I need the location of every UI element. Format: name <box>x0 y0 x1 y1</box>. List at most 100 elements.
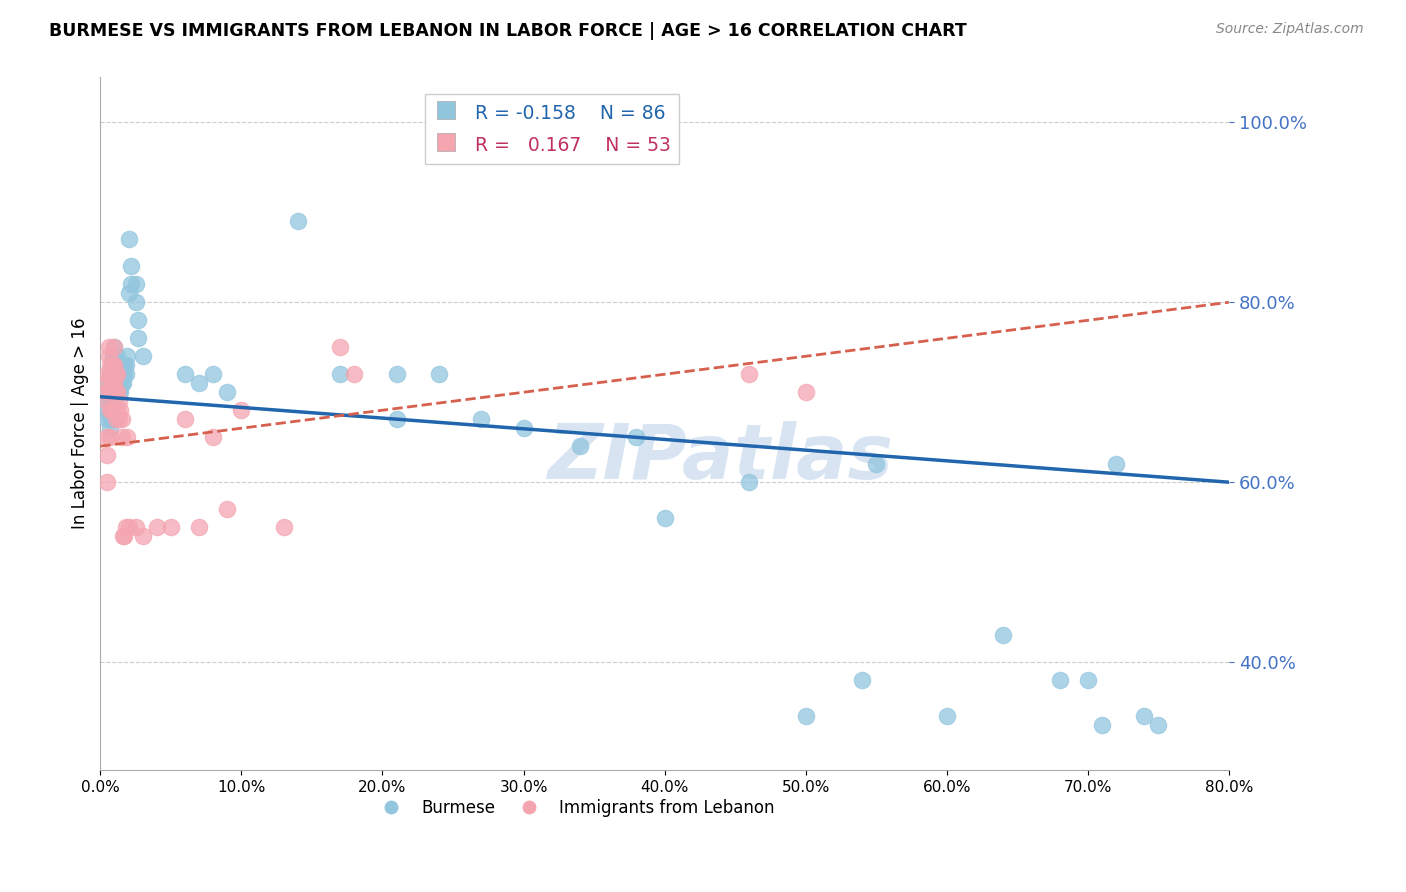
Point <box>108 385 131 400</box>
Point <box>427 368 450 382</box>
Point <box>329 368 352 382</box>
Point <box>103 358 125 372</box>
Point <box>124 520 146 534</box>
Point <box>100 412 122 426</box>
Point <box>96 376 118 391</box>
Point <box>217 385 239 400</box>
Point <box>96 412 118 426</box>
Point <box>100 385 122 400</box>
Point <box>96 448 118 462</box>
Point <box>202 368 225 382</box>
Point <box>1147 718 1170 732</box>
Point <box>98 368 121 382</box>
Point <box>96 394 118 409</box>
Text: BURMESE VS IMMIGRANTS FROM LEBANON IN LABOR FORCE | AGE > 16 CORRELATION CHART: BURMESE VS IMMIGRANTS FROM LEBANON IN LA… <box>49 22 967 40</box>
Point <box>97 340 120 354</box>
Point <box>120 260 142 274</box>
Point <box>107 412 129 426</box>
Point <box>174 412 197 426</box>
Point <box>111 376 134 391</box>
Y-axis label: In Labor Force | Age > 16: In Labor Force | Age > 16 <box>72 318 89 530</box>
Point <box>110 368 132 382</box>
Point <box>98 376 121 391</box>
Point <box>96 475 118 490</box>
Point <box>114 520 136 534</box>
Point <box>112 358 135 372</box>
Point <box>104 368 127 382</box>
Point <box>103 368 125 382</box>
Point <box>100 385 122 400</box>
Point <box>101 358 124 372</box>
Point <box>127 331 149 345</box>
Point <box>98 394 121 409</box>
Point <box>117 520 139 534</box>
Point <box>101 403 124 417</box>
Point <box>110 358 132 372</box>
Point <box>738 368 761 382</box>
Point <box>98 403 121 417</box>
Point <box>101 403 124 417</box>
Point <box>851 673 873 687</box>
Point <box>329 340 352 354</box>
Point <box>1133 709 1156 723</box>
Point <box>131 349 153 363</box>
Point <box>865 457 887 471</box>
Point <box>112 368 135 382</box>
Point <box>98 368 121 382</box>
Point <box>114 358 136 372</box>
Point <box>98 358 121 372</box>
Point <box>174 368 197 382</box>
Point <box>231 403 253 417</box>
Point <box>343 368 366 382</box>
Point <box>188 520 211 534</box>
Point <box>104 385 127 400</box>
Point <box>105 403 128 417</box>
Point <box>115 430 138 444</box>
Point <box>107 358 129 372</box>
Point <box>103 376 125 391</box>
Point <box>98 385 121 400</box>
Point <box>202 430 225 444</box>
Point <box>738 475 761 490</box>
Point <box>96 376 118 391</box>
Point <box>160 520 183 534</box>
Point <box>98 403 121 417</box>
Point <box>654 511 676 525</box>
Point <box>103 349 125 363</box>
Point <box>111 529 134 543</box>
Point <box>124 277 146 292</box>
Point <box>98 412 121 426</box>
Point <box>110 376 132 391</box>
Text: ZIPatlas: ZIPatlas <box>548 421 894 495</box>
Point <box>97 349 120 363</box>
Point <box>105 368 128 382</box>
Point <box>385 368 408 382</box>
Point <box>935 709 957 723</box>
Point <box>112 529 135 543</box>
Point <box>569 439 592 453</box>
Point <box>217 502 239 516</box>
Point <box>100 376 122 391</box>
Point <box>287 214 309 228</box>
Point <box>385 412 408 426</box>
Point <box>101 376 124 391</box>
Point <box>108 368 131 382</box>
Point <box>96 368 118 382</box>
Point <box>127 313 149 327</box>
Point <box>115 349 138 363</box>
Text: Source: ZipAtlas.com: Source: ZipAtlas.com <box>1216 22 1364 37</box>
Point <box>626 430 648 444</box>
Point <box>105 385 128 400</box>
Point <box>105 358 128 372</box>
Point <box>107 368 129 382</box>
Point <box>108 376 131 391</box>
Point <box>103 394 125 409</box>
Point <box>100 394 122 409</box>
Point <box>105 368 128 382</box>
Point <box>110 430 132 444</box>
Legend: Burmese, Immigrants from Lebanon: Burmese, Immigrants from Lebanon <box>368 793 780 824</box>
Point <box>107 376 129 391</box>
Point <box>96 403 118 417</box>
Point <box>105 349 128 363</box>
Point <box>96 394 118 409</box>
